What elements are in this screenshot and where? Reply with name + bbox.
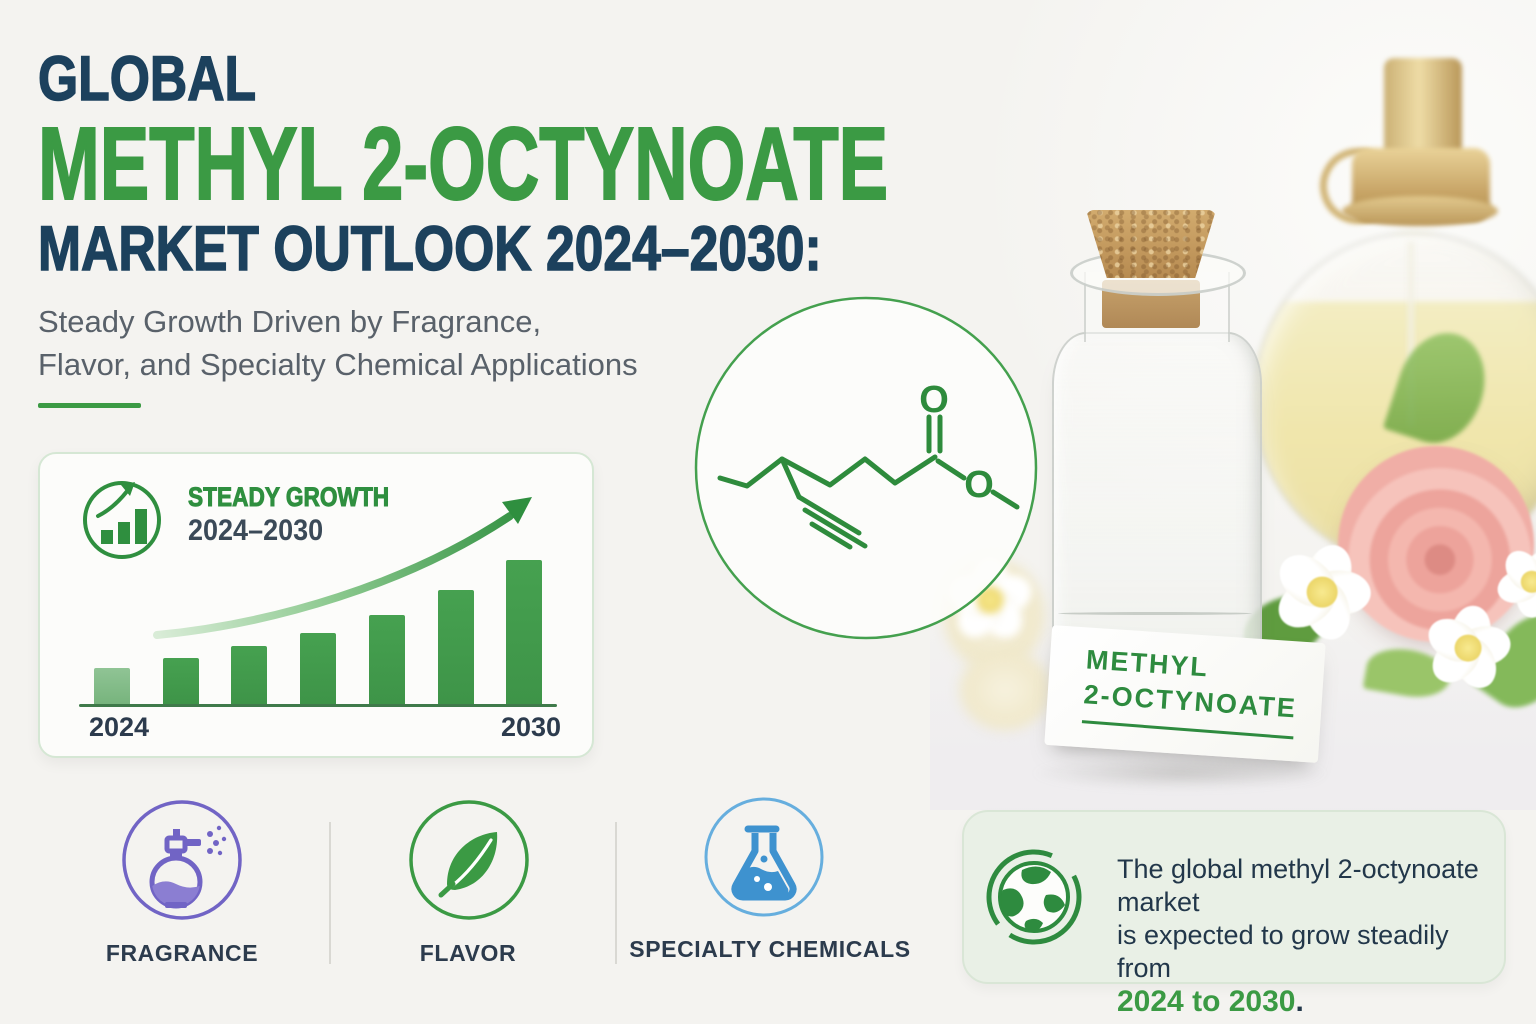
growth-card-period: 2024–2030: [188, 514, 324, 547]
subtitle-line2: Flavor, and Specialty Chemical Applicati…: [38, 347, 638, 382]
summary-text: The global methyl 2-octynoate market is …: [1117, 853, 1487, 1019]
summary-line3: 2024 to 2030.: [1117, 985, 1487, 1019]
bar-2028: [369, 615, 405, 704]
bar-2025: [163, 658, 199, 704]
title-global: GLOBAL: [37, 44, 257, 114]
globe-icon: [986, 849, 1082, 945]
x-tick-2030: 2030: [501, 712, 562, 742]
bar-2027: [300, 633, 336, 704]
summary-highlight: 2024 to 2030: [1117, 985, 1296, 1018]
bar-2030: [506, 560, 542, 704]
green-accent-rule: [38, 403, 141, 408]
bar-2024: [94, 668, 130, 704]
subtitle: Steady Growth Driven by Fragrance, Flavo…: [38, 300, 638, 386]
molecule-structure-badge: O O: [694, 296, 1038, 640]
perfume-atomizer-icon: [122, 800, 242, 920]
jasmine-flower: [1269, 538, 1372, 645]
perfume-bottle-collar-rim: [1342, 196, 1498, 226]
jasmine-flower: [1493, 543, 1536, 618]
vial-shadow: [1030, 756, 1330, 790]
title-product-name: METHYL 2-OCTYNOATE: [37, 106, 889, 221]
jasmine-flower: [1421, 602, 1513, 695]
application-label-specialty-chemicals: SPECIALTY CHEMICALS: [629, 936, 911, 962]
bar-2029: [438, 590, 474, 704]
application-label-fragrance: FRAGRANCE: [105, 940, 259, 966]
cork-stopper: [1086, 210, 1216, 278]
divider: [329, 822, 331, 964]
flask-icon: [704, 797, 824, 917]
bar-chart: [38, 452, 590, 754]
perfume-bottle-gold-cap: [1384, 58, 1462, 160]
pink-rose: [1338, 446, 1534, 642]
leaf-icon: [409, 800, 529, 920]
perfume-bottle-dip-tube: [1408, 242, 1414, 427]
molecule-circle: [694, 296, 1038, 640]
bar-2026: [231, 646, 267, 704]
ester-oxygen-label: O: [964, 464, 994, 506]
title-market-outlook: MARKET OUTLOOK 2024–2030:: [37, 214, 822, 284]
blurred-flower-blob: [960, 650, 1050, 730]
carbonyl-oxygen-label: O: [919, 379, 949, 421]
application-label-flavor: FLAVOR: [419, 940, 517, 966]
growth-card-heading: STEADY GROWTH: [188, 482, 390, 512]
vial-liquid-line: [1058, 612, 1252, 615]
x-tick-2024: 2024: [89, 712, 150, 742]
chart-axis-line: [79, 704, 557, 707]
summary-period: .: [1295, 985, 1304, 1018]
summary-line1: The global methyl 2-octynoate market: [1117, 854, 1479, 917]
divider: [615, 822, 617, 964]
subtitle-line1: Steady Growth Driven by Fragrance,: [38, 304, 542, 339]
skeletal-formula: [717, 414, 1020, 550]
product-label-card: METHYL 2-OCTYNOATE: [1044, 625, 1326, 763]
summary-line2: is expected to grow steadily from: [1117, 920, 1449, 983]
